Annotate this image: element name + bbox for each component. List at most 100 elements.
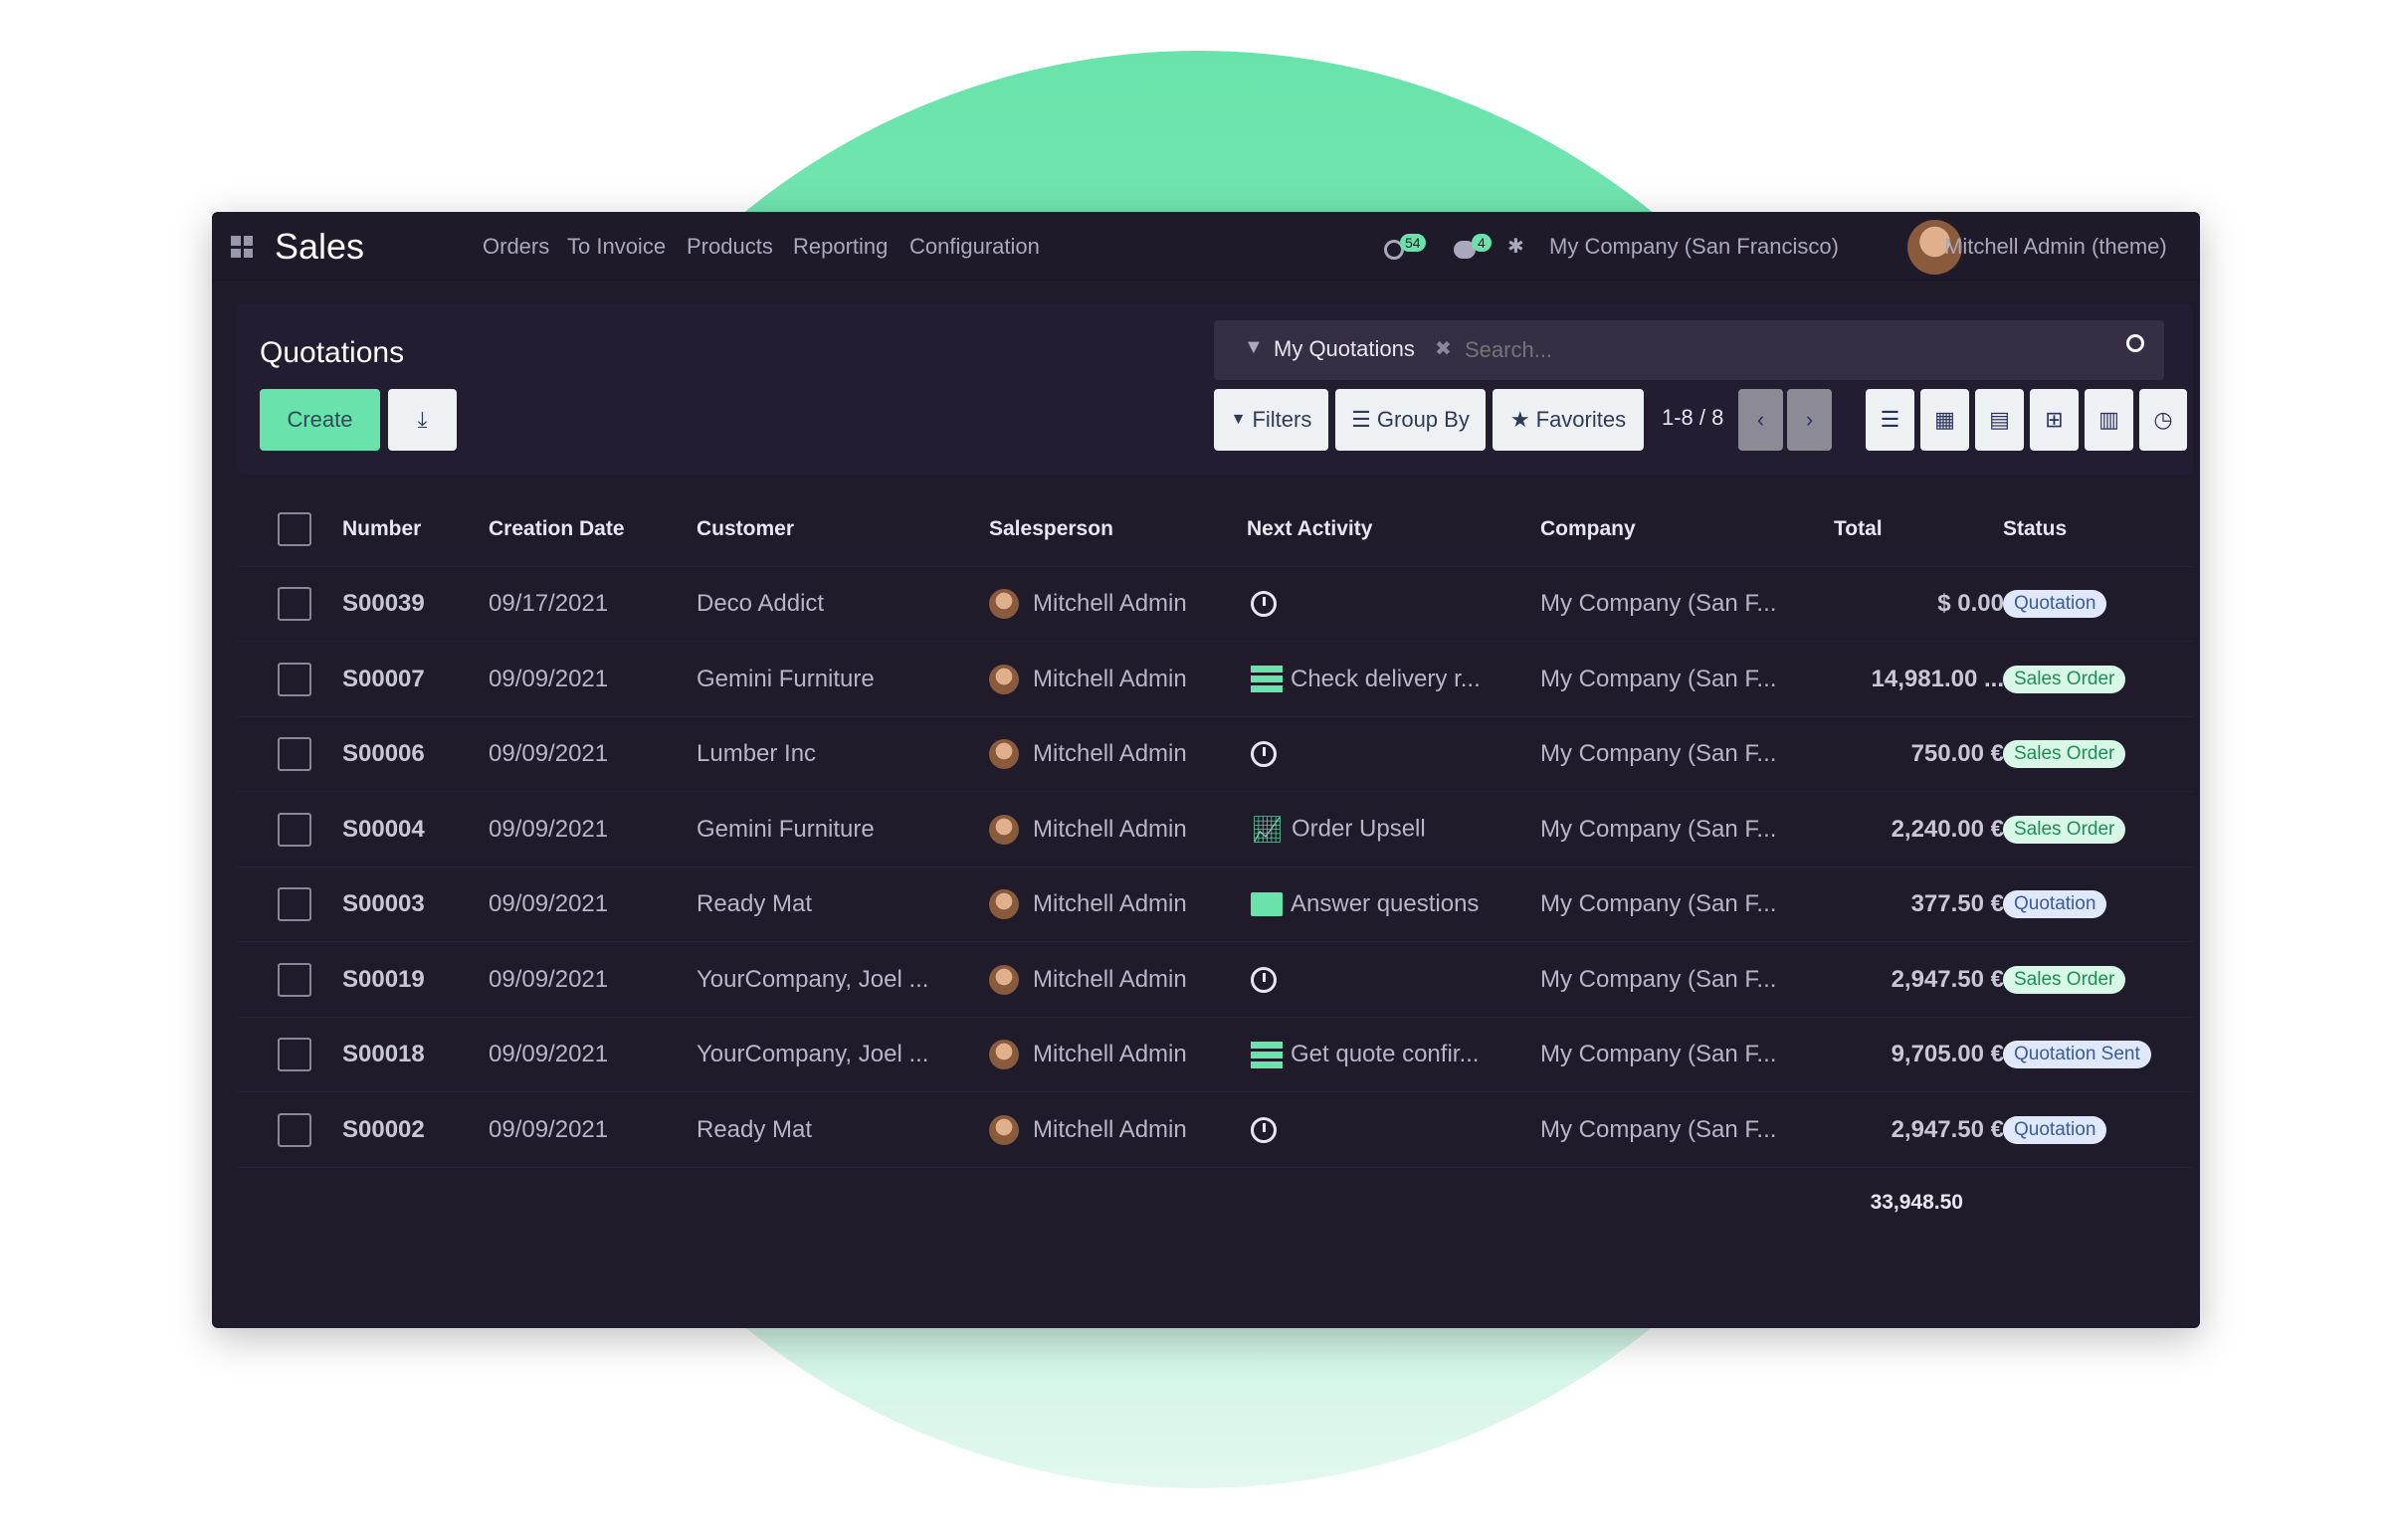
company: My Company (San F...	[1540, 590, 1777, 617]
header-company[interactable]: Company	[1540, 517, 1636, 540]
favorites-button[interactable]: ★ Favorites	[1493, 389, 1644, 451]
remove-facet-icon[interactable]: ✖	[1435, 338, 1452, 360]
line-chart-icon[interactable]: 📈︎	[1251, 814, 1285, 844]
order-number: S00019	[342, 965, 425, 993]
calendar-view-button[interactable]: ▤	[1975, 389, 2024, 451]
order-number: S00039	[342, 590, 425, 617]
download-button[interactable]: ⤓	[388, 389, 457, 451]
kanban-icon: ▦	[1934, 407, 1955, 432]
search-icon[interactable]	[2126, 334, 2144, 352]
pager-next[interactable]: ›	[1787, 389, 1832, 451]
salesperson-avatar	[989, 589, 1019, 619]
bar-chart-icon: ▥	[2098, 407, 2119, 432]
search-bar[interactable]: ▼ My Quotations ✖	[1214, 320, 2164, 380]
tasks-icon[interactable]	[1251, 666, 1283, 692]
activity-badge: 54	[1400, 234, 1426, 252]
select-all-checkbox[interactable]	[278, 512, 311, 546]
menu-to-invoice[interactable]: To Invoice	[567, 234, 667, 259]
row-checkbox[interactable]	[278, 737, 311, 771]
total: 750.00 €	[1910, 740, 2004, 767]
salesperson: Mitchell Admin	[989, 664, 1187, 694]
row-checkbox[interactable]	[278, 887, 311, 921]
clock-icon[interactable]	[1251, 741, 1277, 767]
menu-products[interactable]: Products	[687, 234, 773, 259]
menu-reporting[interactable]: Reporting	[793, 234, 889, 259]
list-view-button[interactable]: ☰	[1866, 389, 1914, 451]
row-checkbox[interactable]	[278, 962, 311, 997]
salesperson: Mitchell Admin	[989, 814, 1187, 845]
table-row[interactable]: S00019 09/09/2021 YourCompany, Joel ... …	[237, 943, 2193, 1018]
filters-button[interactable]: ▼ Filters	[1214, 389, 1328, 451]
company: My Company (San F...	[1540, 815, 1777, 843]
table-row[interactable]: S00003 09/09/2021 Ready Mat Mitchell Adm…	[237, 867, 2193, 942]
header-salesperson[interactable]: Salesperson	[989, 517, 1113, 540]
group-by-button[interactable]: ☰ Group By	[1335, 389, 1486, 451]
row-checkbox[interactable]	[278, 812, 311, 847]
customer: Gemini Furniture	[697, 665, 875, 692]
clock-icon[interactable]	[1251, 591, 1277, 617]
row-checkbox[interactable]	[278, 1112, 311, 1147]
envelope-icon[interactable]	[1251, 892, 1283, 916]
salesperson: Mitchell Admin	[989, 1114, 1187, 1145]
user-avatar[interactable]	[1907, 220, 1962, 275]
status-badge: Quotation	[2003, 1115, 2107, 1144]
header-status[interactable]: Status	[2003, 517, 2068, 540]
graph-view-button[interactable]: ▥	[2085, 389, 2133, 451]
next-activity: 📈︎ Order Upsell	[1251, 814, 1426, 845]
apps-menu-icon[interactable]	[231, 236, 253, 258]
user-menu[interactable]: Mitchell Admin (theme)	[1944, 234, 2167, 259]
clock-icon: ◷	[2153, 407, 2173, 432]
salesperson-name: Mitchell Admin	[1033, 590, 1187, 617]
order-number: S00018	[342, 1041, 425, 1067]
row-checkbox[interactable]	[278, 1038, 311, 1071]
bug-icon[interactable]: ✱	[1507, 236, 1524, 258]
create-button[interactable]: Create	[260, 389, 380, 451]
menu-orders[interactable]: Orders	[483, 234, 550, 259]
header-customer[interactable]: Customer	[697, 517, 795, 540]
row-checkbox[interactable]	[278, 587, 311, 621]
calendar-icon: ▤	[1989, 407, 2010, 432]
salesperson-name: Mitchell Admin	[1033, 1115, 1187, 1143]
total: 14,981.00 ...	[1871, 665, 2004, 692]
app-title[interactable]: Sales	[275, 226, 365, 267]
salesperson-name: Mitchell Admin	[1033, 965, 1187, 993]
pager-value[interactable]: 1-8 / 8	[1662, 405, 1724, 430]
table-row[interactable]: S00002 09/09/2021 Ready Mat Mitchell Adm…	[237, 1093, 2193, 1168]
salesperson: Mitchell Admin	[989, 964, 1187, 995]
search-facet: My Quotations	[1274, 336, 1415, 361]
header-creation-date[interactable]: Creation Date	[489, 517, 625, 540]
activity-view-button[interactable]: ◷	[2139, 389, 2187, 451]
total-sum: 33,948.50	[1870, 1191, 1963, 1214]
chevron-right-icon: ›	[1805, 407, 1814, 432]
creation-date: 09/09/2021	[489, 815, 609, 843]
menu-configuration[interactable]: Configuration	[909, 234, 1040, 259]
clock-icon[interactable]	[1251, 1116, 1277, 1143]
activity-button[interactable]: 54	[1384, 234, 1426, 260]
header-next-activity[interactable]: Next Activity	[1247, 517, 1373, 540]
table-row[interactable]: S00039 09/17/2021 Deco Addict Mitchell A…	[237, 567, 2193, 642]
clock-icon[interactable]	[1251, 966, 1277, 993]
total: 2,947.50 €	[1891, 1115, 2004, 1143]
salesperson-avatar	[989, 964, 1019, 995]
company-switcher[interactable]: My Company (San Francisco)	[1549, 234, 1839, 259]
status-badge: Quotation Sent	[2003, 1041, 2151, 1068]
salesperson: Mitchell Admin	[989, 589, 1187, 619]
messages-button[interactable]: 4	[1454, 234, 1492, 259]
pivot-view-button[interactable]: ⊞	[2030, 389, 2079, 451]
header-total[interactable]: Total	[1834, 517, 1883, 540]
table-row[interactable]: S00004 09/09/2021 Gemini Furniture Mitch…	[237, 793, 2193, 867]
company: My Company (San F...	[1540, 1041, 1777, 1067]
table-row[interactable]: S00018 09/09/2021 YourCompany, Joel ... …	[237, 1018, 2193, 1092]
tasks-icon[interactable]	[1251, 1041, 1283, 1068]
app-window: Sales Orders To Invoice Products Reporti…	[212, 212, 2200, 1328]
order-number: S00002	[342, 1115, 425, 1143]
kanban-view-button[interactable]: ▦	[1920, 389, 1969, 451]
search-input[interactable]	[1465, 332, 2062, 368]
table-row[interactable]: S00006 09/09/2021 Lumber Inc Mitchell Ad…	[237, 717, 2193, 792]
customer: Deco Addict	[697, 590, 825, 617]
header-number[interactable]: Number	[342, 517, 422, 540]
filter-icon: ▼	[1244, 336, 1264, 358]
row-checkbox[interactable]	[278, 662, 311, 696]
pager-previous[interactable]: ‹	[1738, 389, 1783, 451]
table-row[interactable]: S00007 09/09/2021 Gemini Furniture Mitch…	[237, 643, 2193, 717]
